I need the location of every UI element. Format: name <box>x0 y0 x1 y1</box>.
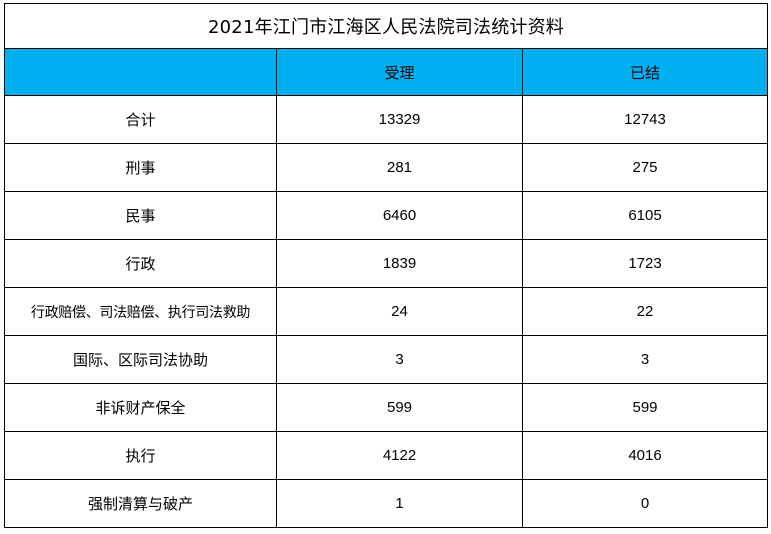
concluded-value[interactable]: 275 <box>521 143 769 192</box>
table-row-administrative: 行政 1839 1723 <box>4 239 769 288</box>
accepted-value[interactable]: 24 <box>276 287 523 336</box>
header-blank-cell[interactable] <box>4 48 277 96</box>
row-label[interactable]: 非诉财产保全 <box>4 383 277 432</box>
accepted-value[interactable]: 13329 <box>276 95 523 144</box>
concluded-value[interactable]: 599 <box>521 383 769 432</box>
accepted-value[interactable]: 1839 <box>276 239 523 288</box>
table-row-liquidation-bankruptcy: 强制清算与破产 1 0 <box>4 479 769 528</box>
header-accepted[interactable]: 受理 <box>276 48 523 96</box>
concluded-value[interactable]: 3 <box>521 335 769 384</box>
accepted-value[interactable]: 4122 <box>276 431 523 480</box>
table-row-civil: 民事 6460 6105 <box>4 191 769 240</box>
table-row-criminal: 刑事 281 275 <box>4 143 769 192</box>
concluded-value[interactable]: 12743 <box>521 95 769 144</box>
header-row: 受理 已结 <box>4 48 769 96</box>
accepted-value[interactable]: 3 <box>276 335 523 384</box>
row-label[interactable]: 行政 <box>4 239 277 288</box>
accepted-value[interactable]: 599 <box>276 383 523 432</box>
header-concluded[interactable]: 已结 <box>521 48 769 96</box>
table-row-enforcement: 执行 4122 4016 <box>4 431 769 480</box>
table-title[interactable]: 2021年江门市江海区人民法院司法统计资料 <box>3 3 769 49</box>
row-label[interactable]: 执行 <box>4 431 277 480</box>
row-label[interactable]: 合计 <box>4 95 277 144</box>
accepted-value[interactable]: 281 <box>276 143 523 192</box>
table-row-total: 合计 13329 12743 <box>4 95 769 144</box>
concluded-value[interactable]: 22 <box>521 287 769 336</box>
statistics-table: 2021年江门市江海区人民法院司法统计资料 受理 已结 合计 13329 127… <box>3 3 769 528</box>
concluded-value[interactable]: 4016 <box>521 431 769 480</box>
accepted-value[interactable]: 6460 <box>276 191 523 240</box>
row-label[interactable]: 行政赔偿、司法赔偿、执行司法救助 <box>4 287 277 336</box>
title-row: 2021年江门市江海区人民法院司法统计资料 <box>3 3 769 49</box>
table-row-compensation: 行政赔偿、司法赔偿、执行司法救助 24 22 <box>4 287 769 336</box>
table-row-judicial-assistance: 国际、区际司法协助 3 3 <box>4 335 769 384</box>
table-row-property-preservation: 非诉财产保全 599 599 <box>4 383 769 432</box>
row-label[interactable]: 强制清算与破产 <box>4 479 277 528</box>
concluded-value[interactable]: 1723 <box>521 239 769 288</box>
row-label[interactable]: 刑事 <box>4 143 277 192</box>
accepted-value[interactable]: 1 <box>276 479 523 528</box>
concluded-value[interactable]: 6105 <box>521 191 769 240</box>
row-label[interactable]: 国际、区际司法协助 <box>4 335 277 384</box>
concluded-value[interactable]: 0 <box>521 479 769 528</box>
row-label[interactable]: 民事 <box>4 191 277 240</box>
